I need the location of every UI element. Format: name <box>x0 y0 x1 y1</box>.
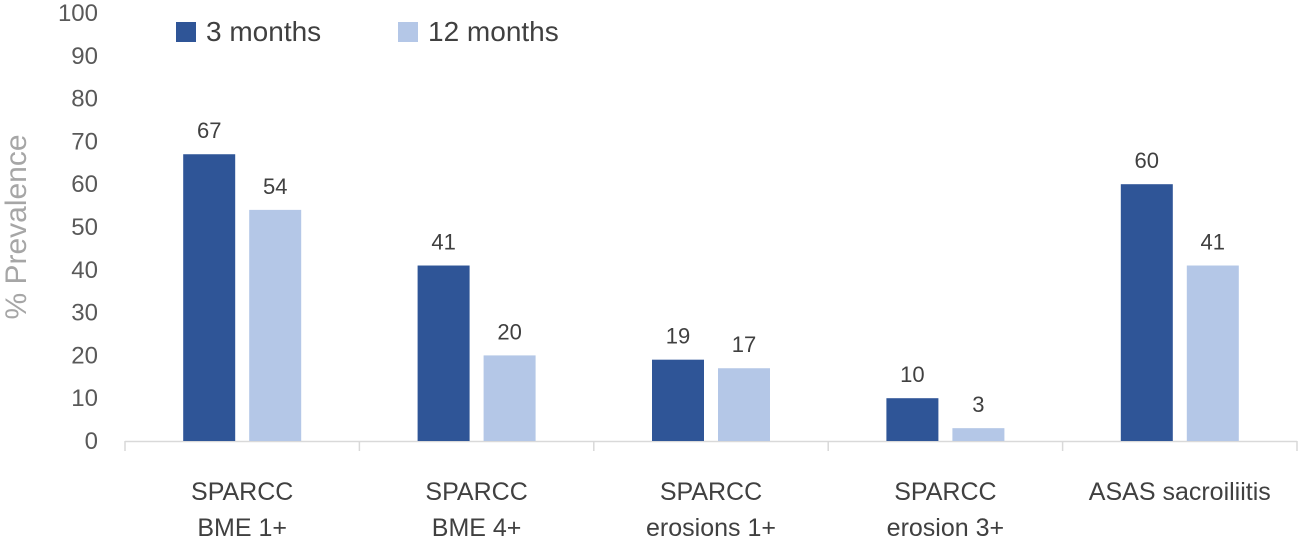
data-label: 20 <box>497 319 521 344</box>
legend-label: 12 months <box>428 16 559 47</box>
data-label: 60 <box>1135 148 1159 173</box>
y-tick-label: 50 <box>71 214 98 241</box>
bar-12-months <box>1186 265 1239 441</box>
legend: 3 months 12 months <box>176 16 559 47</box>
data-label: 41 <box>1201 230 1225 255</box>
y-tick-label: 60 <box>71 171 98 198</box>
y-tick-label: 40 <box>71 257 98 284</box>
x-category-label: SPARCC erosions 1+ <box>646 478 776 542</box>
bar-3-months <box>886 398 939 441</box>
bar-12-months <box>952 428 1005 441</box>
y-axis: 0 10 20 30 40 50 60 70 80 90 100 <box>58 0 98 455</box>
bars: 67 41 19 10 60 54 20 17 3 41 <box>183 118 1239 442</box>
data-label: 67 <box>197 118 221 143</box>
x-category-label: SPARCC BME 4+ <box>425 478 527 542</box>
data-label: 54 <box>263 174 287 199</box>
bar-3-months <box>183 154 236 442</box>
y-tick-label: 20 <box>71 342 98 369</box>
bar-12-months <box>483 355 536 441</box>
legend-label: 3 months <box>206 16 321 47</box>
x-axis: SPARCC BME 1+ SPARCC BME 4+ SPARCC erosions 1… <box>124 440 1298 542</box>
y-axis-label: % Prevalence <box>0 134 33 319</box>
bar-12-months <box>249 209 302 441</box>
data-label: 10 <box>900 362 924 387</box>
y-tick-label: 80 <box>71 86 98 113</box>
legend-swatch <box>398 22 418 42</box>
bar-3-months <box>652 359 704 441</box>
data-label: 41 <box>431 230 455 255</box>
x-category-label: SPARCC BME 1+ <box>191 478 293 542</box>
data-label: 19 <box>666 324 690 349</box>
y-tick-label: 10 <box>71 385 98 412</box>
y-tick-label: 90 <box>71 43 98 70</box>
legend-swatch <box>176 22 196 42</box>
bar-3-months <box>417 265 470 441</box>
bar-12-months <box>718 368 770 441</box>
bar-3-months <box>1120 184 1173 441</box>
x-category-label: SPARCC erosion 3+ <box>887 478 1004 542</box>
x-category-label: ASAS sacroiliitis <box>1089 478 1271 506</box>
y-tick-label: 0 <box>85 428 98 455</box>
data-label: 17 <box>732 332 756 357</box>
y-tick-label: 30 <box>71 300 98 327</box>
y-tick-label: 100 <box>58 0 98 27</box>
data-label: 3 <box>972 392 984 417</box>
y-tick-label: 70 <box>71 128 98 155</box>
